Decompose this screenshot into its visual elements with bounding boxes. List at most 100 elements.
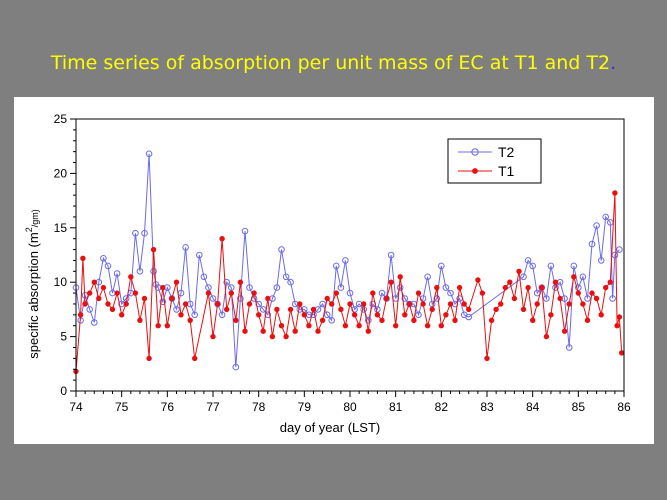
data-point-t1: [210, 333, 216, 340]
data-point-t2: [205, 284, 212, 291]
data-point-t2: [609, 295, 616, 302]
data-point-t1: [507, 279, 513, 285]
data-point-t1: [114, 290, 120, 296]
y-tick-label: 0: [60, 384, 67, 398]
data-point-t1: [237, 279, 244, 285]
data-point-t2: [447, 289, 454, 297]
x-tick-label: 86: [617, 400, 631, 414]
data-point-t1: [406, 301, 413, 307]
data-point-t2: [547, 262, 555, 270]
data-point-t2: [282, 273, 290, 281]
data-point-t1: [192, 355, 198, 362]
data-point-t2: [104, 262, 112, 270]
x-tick-label: 83: [480, 400, 494, 414]
series-t1: [73, 190, 625, 375]
data-point-t1: [169, 295, 175, 302]
data-point-t1: [100, 284, 107, 291]
data-point-t1: [128, 274, 134, 280]
data-point-t1: [612, 190, 618, 196]
data-point-t2: [209, 295, 217, 302]
x-tick-label: 81: [389, 400, 403, 414]
data-point-t1: [434, 284, 440, 291]
data-point-t1: [525, 284, 531, 291]
data-point-t1: [365, 328, 371, 334]
data-point-t2: [159, 298, 167, 306]
data-point-t2: [365, 317, 372, 324]
x-tick-label: 79: [298, 400, 312, 414]
data-point-t1: [539, 284, 545, 291]
series-t2: [72, 150, 623, 371]
data-point-t1: [178, 312, 184, 318]
data-point-t1: [160, 284, 166, 291]
data-point-t1: [278, 323, 285, 329]
data-point-t1: [466, 306, 472, 313]
data-point-t1: [260, 328, 266, 334]
data-point-t1: [415, 290, 422, 296]
slide-title: Time series of absorption per unit mass …: [0, 52, 667, 74]
data-point-t2: [593, 222, 600, 229]
data-point-t1: [338, 306, 344, 313]
x-tick-label: 85: [572, 400, 586, 414]
data-point-t2: [438, 262, 445, 270]
data-point-t1: [319, 317, 326, 324]
data-point-t1: [301, 312, 307, 318]
data-point-t1: [516, 268, 522, 275]
data-point-t2: [346, 289, 354, 297]
data-point-t1: [552, 279, 559, 285]
data-point-t2: [597, 257, 605, 264]
data-point-t1: [619, 350, 625, 356]
data-point-t2: [387, 251, 395, 259]
data-point-t1: [214, 301, 221, 307]
data-point-t1: [452, 317, 458, 324]
legend-marker-t1: [472, 168, 478, 174]
series-layer: [72, 150, 625, 375]
data-point-t1: [251, 290, 257, 296]
data-point-t2: [383, 295, 390, 302]
slide-title-text: Time series of absorption per unit mass …: [50, 52, 611, 74]
x-tick-label: 84: [526, 400, 540, 414]
data-point-t1: [242, 328, 248, 334]
data-point-t1: [333, 290, 339, 296]
data-point-t1: [77, 312, 84, 318]
data-point-t2: [415, 311, 422, 319]
data-point-t1: [155, 323, 161, 329]
plot-frame: [75, 118, 625, 392]
data-point-t1: [383, 295, 390, 302]
data-point-t1: [593, 295, 600, 302]
data-point-t1: [119, 312, 125, 318]
data-point-t2: [465, 313, 473, 321]
y-tick-label: 15: [54, 221, 68, 235]
data-point-t2: [570, 262, 578, 270]
data-point-t1: [205, 290, 212, 296]
x-tick-label: 75: [115, 400, 129, 414]
data-point-t2: [333, 262, 340, 270]
data-point-t1: [420, 301, 426, 307]
data-point-t2: [328, 317, 336, 324]
data-point-t1: [584, 317, 591, 324]
data-point-t2: [150, 268, 157, 275]
data-point-t1: [233, 317, 239, 324]
data-point-t2: [264, 311, 272, 319]
data-point-t2: [100, 255, 107, 262]
data-point-t1: [566, 301, 572, 307]
data-point-t1: [228, 290, 235, 296]
data-point-t1: [82, 301, 88, 307]
data-point-t1: [287, 306, 294, 313]
data-point-t2: [529, 262, 537, 270]
data-point-t1: [411, 317, 417, 324]
data-point-t1: [603, 284, 609, 291]
data-point-t1: [356, 323, 362, 329]
y-axis-label: specific absorption (m2/gm): [24, 209, 41, 358]
data-point-t1: [141, 295, 148, 302]
data-point-t2: [287, 278, 294, 286]
data-point-t2: [575, 284, 582, 291]
data-point-t1: [329, 301, 335, 307]
data-point-t1: [543, 333, 550, 340]
data-point-t1: [137, 317, 143, 324]
y-axis-label-sub: /gm): [30, 209, 40, 227]
data-point-t2: [278, 246, 285, 253]
data-point-t2: [543, 295, 550, 302]
data-point-t2: [337, 284, 345, 291]
data-point-t1: [461, 301, 467, 307]
data-point-t1: [493, 306, 499, 313]
